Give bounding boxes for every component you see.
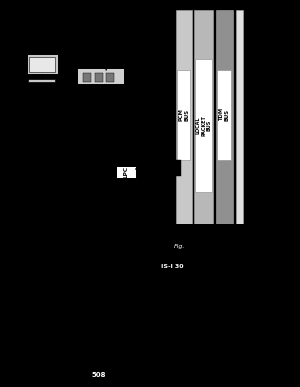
Bar xyxy=(95,74,103,82)
Bar xyxy=(29,57,55,72)
Bar xyxy=(28,79,55,82)
Text: LPC: LPC xyxy=(123,166,128,178)
Bar xyxy=(216,10,232,224)
Bar xyxy=(218,70,232,160)
Bar xyxy=(83,74,92,82)
Bar xyxy=(106,74,114,82)
Bar xyxy=(195,59,212,192)
Text: 508: 508 xyxy=(92,372,106,378)
Text: IS-l 30: IS-l 30 xyxy=(161,264,184,269)
Bar xyxy=(236,10,242,224)
Text: Fig.: Fig. xyxy=(174,244,186,249)
Text: TDM
BUS: TDM BUS xyxy=(219,108,230,122)
Bar xyxy=(175,160,181,176)
Text: PCM
BUS: PCM BUS xyxy=(178,108,189,122)
Bar xyxy=(194,10,213,224)
Bar xyxy=(176,10,191,224)
Bar xyxy=(177,70,190,160)
Bar xyxy=(27,54,58,74)
Text: LOCAL
PACKET
BUS: LOCAL PACKET BUS xyxy=(195,115,212,136)
Bar xyxy=(116,166,136,178)
Text: APM: APM xyxy=(94,89,107,94)
Bar xyxy=(76,68,124,84)
Bar xyxy=(141,154,147,170)
